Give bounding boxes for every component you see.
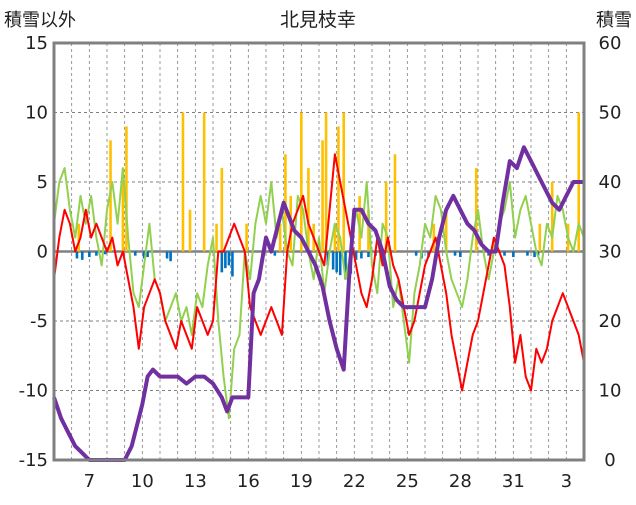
x-tick-label: 13	[184, 471, 207, 492]
x-tick-label: 22	[343, 471, 366, 492]
precip-bar	[133, 251, 137, 256]
snowfall-bar	[321, 140, 324, 252]
snowfall-bar	[181, 112, 185, 252]
precip-bar	[453, 251, 457, 256]
x-tick-label: 10	[131, 471, 154, 492]
snowfall-bar	[474, 168, 478, 252]
precip-bar	[273, 251, 277, 256]
snowfall-bar	[215, 223, 218, 252]
precip-bar	[231, 251, 234, 277]
precip-bar	[338, 251, 342, 276]
snowfall-bar	[220, 168, 224, 252]
precip-bar	[526, 251, 529, 256]
precip-bar	[367, 251, 370, 258]
right-tick-label: 50	[599, 103, 622, 124]
left-tick-label: 15	[25, 33, 48, 54]
right-axis-label: 積雪	[596, 10, 632, 31]
snowfall-bar	[337, 126, 340, 252]
precip-bar	[227, 251, 231, 266]
line-layer	[52, 145, 585, 462]
precip-bar	[146, 251, 149, 258]
left-tick-label: 10	[25, 103, 48, 124]
precip-bar	[344, 251, 347, 280]
left-axis-label: 積雪以外	[4, 10, 76, 31]
x-tick-label: 28	[449, 471, 472, 492]
x-tick-label: 3	[561, 471, 572, 492]
precip-bar	[75, 251, 79, 259]
precip-bar	[169, 251, 172, 262]
snowfall-bar	[121, 168, 125, 252]
snowfall-bar	[300, 112, 303, 252]
precip-bar	[165, 251, 169, 259]
snowfall-bar	[538, 223, 542, 252]
snowfall-bar	[125, 126, 128, 252]
left-tick-label: -10	[19, 381, 48, 402]
left-tick-label: 0	[37, 242, 48, 263]
snowfall-bar	[77, 223, 81, 252]
snowfall-bar	[550, 182, 554, 252]
snow_depth-series-line	[52, 145, 584, 462]
precip-bar	[80, 251, 84, 260]
precip-bar	[103, 251, 107, 255]
snowfall-bar	[444, 209, 448, 252]
snowfall-bar	[333, 223, 337, 252]
snowfall-bar	[367, 209, 370, 252]
x-tick-label: 16	[237, 471, 260, 492]
right-tick-label: 0	[604, 450, 615, 471]
right-tick-label: 40	[599, 172, 622, 193]
left-tick-label: 5	[37, 172, 48, 193]
x-tick-label: 25	[396, 471, 419, 492]
x-tick-label: 7	[84, 471, 95, 492]
precip-bar	[414, 251, 418, 256]
precip-bar	[331, 251, 335, 270]
precip-bar	[224, 251, 227, 269]
right-tick-label: 20	[599, 311, 622, 332]
snowfall-bar	[307, 168, 310, 252]
precip-bar	[142, 251, 146, 259]
precip-bar	[335, 251, 338, 273]
snowfall-bar	[188, 209, 192, 252]
left-tick-label: -5	[30, 311, 48, 332]
snowfall-bar	[342, 112, 346, 252]
snowfall-bar	[384, 182, 388, 252]
left-tick-label: -15	[19, 450, 48, 471]
plot-frame	[52, 41, 586, 462]
precip-bar	[487, 251, 490, 256]
snowfall-bar	[245, 223, 248, 252]
precip-bar	[503, 251, 506, 256]
precip-bar	[88, 251, 91, 258]
snowfall-bar	[278, 223, 282, 252]
snowfall-bar	[202, 112, 206, 252]
right-tick-label: 60	[599, 33, 622, 54]
x-tick-label: 19	[290, 471, 313, 492]
right-tick-label: 10	[599, 381, 622, 402]
precip-bar	[220, 251, 224, 273]
snowfall-bar	[393, 154, 397, 252]
x-tick-label: 31	[502, 471, 525, 492]
precip-bar	[95, 251, 98, 256]
frame-layer	[52, 41, 586, 462]
right-tick-label: 30	[599, 242, 622, 263]
snowfall-bar	[324, 112, 328, 252]
precip-bar	[512, 251, 515, 258]
chart-title: 北見枝幸	[280, 9, 356, 31]
snowfall-bar	[492, 237, 496, 252]
precip-bar	[354, 251, 358, 260]
precip-bar	[533, 251, 536, 258]
precip-bar	[360, 251, 363, 259]
snowfall-bar	[432, 223, 436, 252]
precip-bar	[459, 251, 462, 258]
